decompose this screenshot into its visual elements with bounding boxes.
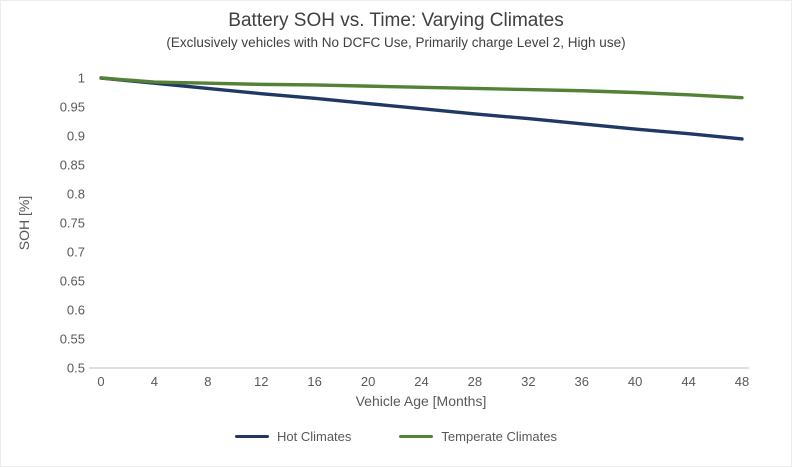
x-tick-label: 8 — [204, 374, 211, 389]
x-tick-labels: 0 4 8 12 16 20 24 28 32 36 40 44 48 — [97, 374, 749, 389]
chart-subtitle: (Exclusively vehicles with No DCFC Use, … — [166, 35, 626, 50]
x-tick-label: 20 — [361, 374, 375, 389]
legend-item-temperate-climates: Temperate Climates — [399, 429, 557, 444]
x-tick-label: 0 — [97, 374, 104, 389]
x-tick-label: 16 — [307, 374, 321, 389]
y-tick-label: 0.8 — [67, 187, 85, 202]
x-axis-title: Vehicle Age [Months] — [356, 393, 487, 409]
y-tick-label: 0.75 — [60, 216, 85, 231]
x-tick-label: 36 — [575, 374, 589, 389]
y-tick-label: 0.5 — [67, 361, 85, 376]
y-tick-label: 0.6 — [67, 303, 85, 318]
legend-swatch-icon — [234, 434, 269, 439]
y-axis-title: SOH [%] — [16, 196, 32, 250]
x-tick-label: 24 — [414, 374, 428, 389]
x-tick-label: 32 — [521, 374, 535, 389]
x-tick-label: 44 — [681, 374, 695, 389]
y-tick-label: 0.85 — [60, 158, 85, 173]
legend: Hot Climates Temperate Climates — [1, 429, 791, 444]
y-tick-label: 0.9 — [67, 129, 85, 144]
y-tick-label: 0.55 — [60, 332, 85, 347]
y-tick-label: 0.7 — [67, 245, 85, 260]
x-tick-label: 28 — [468, 374, 482, 389]
y-tick-label: 0.95 — [60, 100, 85, 115]
series-line-hot-climates — [99, 76, 744, 141]
legend-swatch-icon — [399, 434, 434, 439]
x-tick-label: 4 — [151, 374, 158, 389]
chart-title: Battery SOH vs. Time: Varying Climates — [228, 10, 564, 31]
x-tick-label: 48 — [735, 374, 749, 389]
y-tick-label: 1 — [78, 71, 85, 86]
series-lines — [99, 76, 744, 141]
y-tick-label: 0.65 — [60, 274, 85, 289]
series-line-temperate-climates — [99, 76, 744, 100]
x-tick-label: 12 — [254, 374, 268, 389]
legend-label: Temperate Climates — [441, 429, 558, 444]
legend-label: Hot Climates — [276, 429, 352, 444]
y-tick-labels: 0.5 0.55 0.6 0.65 0.7 0.75 0.8 0.85 0.9 0.95 1 — [60, 71, 85, 376]
x-tick-label: 40 — [628, 374, 642, 389]
legend-item-hot-climates: Hot Climates — [234, 429, 352, 444]
